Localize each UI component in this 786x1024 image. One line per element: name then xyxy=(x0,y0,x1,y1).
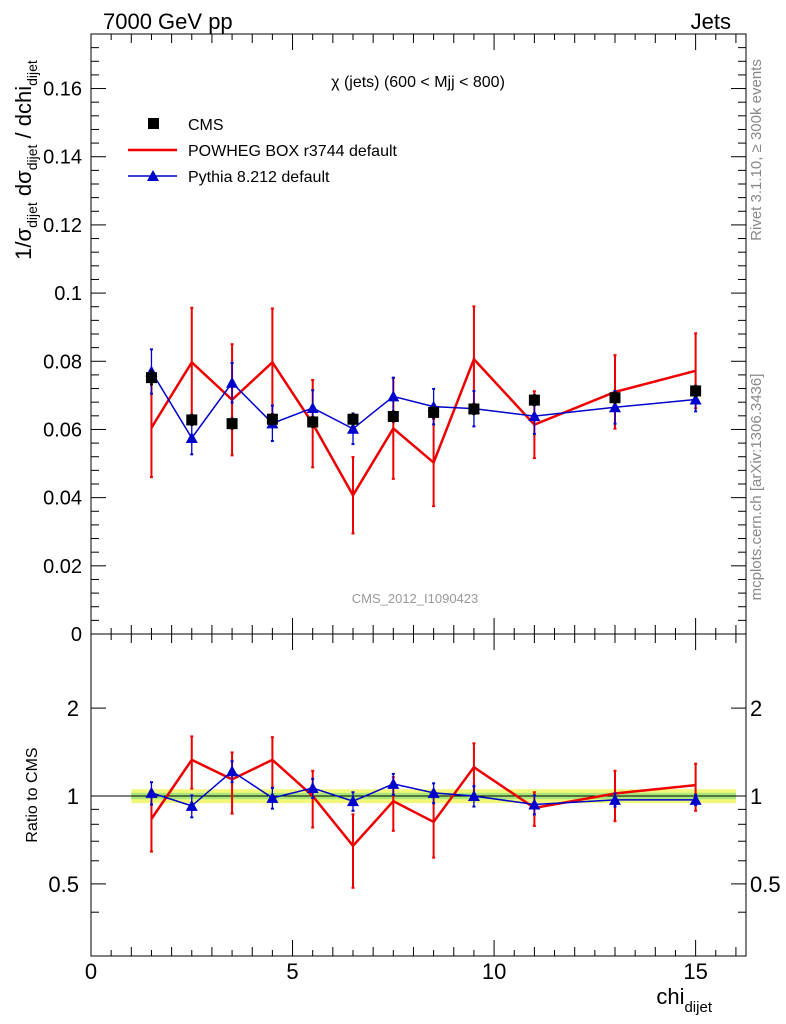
ratio-pythia-point xyxy=(266,791,279,803)
header-energy: 7000 GeV pp xyxy=(103,9,233,34)
main-cms-point xyxy=(387,411,399,422)
ratio-plot: 0.5 0.5 1 1 2 2 0 5 10 15 xyxy=(48,633,781,984)
main-cms-point xyxy=(266,413,278,425)
ratio-pythia-point xyxy=(387,777,400,789)
ratio-pythia-line xyxy=(151,770,696,807)
ratio-pythia-point xyxy=(427,786,440,798)
ratio-pythia-point xyxy=(609,793,621,805)
main-plot: 0 0.02 0.04 0.06 0.08 0.1 0.12 0.14 0.16 xyxy=(43,33,747,646)
ratio-y-tick-label-right: 2 xyxy=(750,696,762,721)
main-y-tick-label: 0.16 xyxy=(43,79,82,101)
main-y-tick-label: 0.06 xyxy=(43,419,82,441)
header-process: Jets xyxy=(691,9,731,34)
main-pythia-point xyxy=(387,390,400,402)
main-powheg-line xyxy=(150,356,696,498)
mcplots-label: mcplots.cern.ch [arXiv:1306.3436] xyxy=(748,374,765,601)
ratio-ylabel: Ratio to CMS xyxy=(24,747,41,842)
ratio-pythia-point xyxy=(185,799,198,811)
main-cms-point xyxy=(307,416,319,428)
main-cms-point xyxy=(528,394,540,406)
ratio-frame xyxy=(90,633,747,957)
ratio-pythia-point xyxy=(226,765,239,777)
main-pythia-point xyxy=(306,401,319,413)
ratio-xlabel: chidijet xyxy=(656,984,712,1016)
main-y-tick-label: 0.08 xyxy=(43,351,82,373)
main-cms-point xyxy=(690,385,702,397)
ratio-y-tick-label-right: 0.5 xyxy=(750,872,781,897)
ratio-pythia-point xyxy=(145,786,158,798)
main-y-tick-label: 0.02 xyxy=(43,556,82,578)
main-pythia-point xyxy=(226,376,239,388)
rivet-label: Rivet 3.1.10, ≥ 300k events xyxy=(748,59,765,241)
main-cms-point xyxy=(347,413,359,425)
ratio-x-tick-label: 15 xyxy=(683,959,707,984)
legend-pythia-label: Pythia 8.212 default xyxy=(188,169,330,186)
main-cms-point xyxy=(226,418,238,430)
ratio-pythia-point xyxy=(467,790,480,801)
legend-powheg-label: POWHEG BOX r3744 default xyxy=(188,143,398,160)
main-cms-point xyxy=(468,403,480,415)
legend-pythia-marker xyxy=(147,170,159,181)
legend-cms-marker xyxy=(148,118,159,129)
main-y-tick-label: 0.1 xyxy=(54,283,82,305)
main-ylabel: 1/σdijet dσdijet / dchidijet xyxy=(11,60,40,260)
ratio-y-tick-label: 1 xyxy=(67,784,79,809)
ratio-pythia-point xyxy=(347,795,359,807)
main-pythia-point xyxy=(528,410,541,422)
legend: CMS POWHEG BOX r3744 default Pythia 8.21… xyxy=(128,117,398,186)
main-cms-point xyxy=(609,392,621,404)
ratio-x-tick-label: 5 xyxy=(286,959,298,984)
watermark: CMS_2012_I1090423 xyxy=(352,591,479,606)
ratio-x-tick-label: 10 xyxy=(482,959,506,984)
ratio-x-tick-label: 0 xyxy=(85,959,97,984)
main-pythia-point xyxy=(347,422,359,434)
ratio-y-tick-label: 2 xyxy=(67,696,79,721)
main-pythia-point xyxy=(609,401,621,413)
main-pythia-point xyxy=(689,393,702,405)
main-pythia-line xyxy=(150,371,696,440)
main-y-tick-label: 0.04 xyxy=(43,488,82,510)
main-cms-point xyxy=(186,414,198,426)
ratio-y-tick-label-right: 1 xyxy=(750,784,762,809)
ratio-y-tick-label: 0.5 xyxy=(48,872,79,897)
ratio-pythia-point xyxy=(528,798,541,810)
main-y-tick-label: 0.12 xyxy=(43,215,82,237)
ratio-pythia-point xyxy=(689,793,702,805)
main-cms-point xyxy=(428,406,440,418)
main-y-tick-label: 0 xyxy=(71,624,82,646)
plot-title: χ (jets) (600 < Mjj < 800) xyxy=(331,74,505,91)
main-pythia-point xyxy=(185,431,198,443)
legend-cms-label: CMS xyxy=(188,117,224,134)
ratio-pythia-point xyxy=(306,782,319,794)
main-y-tick-label: 0.14 xyxy=(43,147,82,169)
main-cms-point xyxy=(145,372,157,384)
